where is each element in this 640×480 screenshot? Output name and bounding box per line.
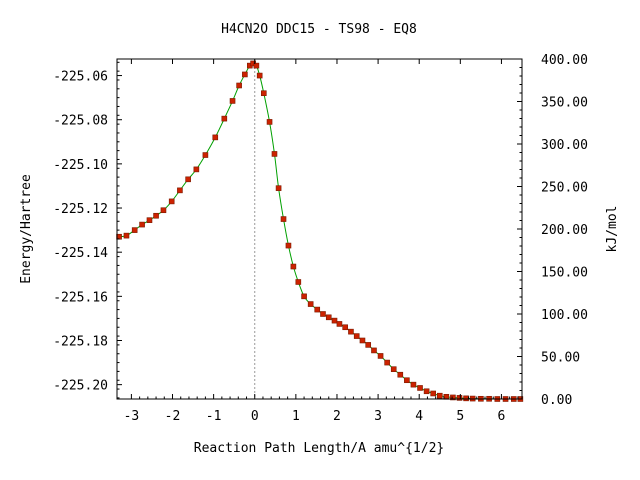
y-tick-label: -225.18 bbox=[53, 334, 108, 349]
data-point bbox=[307, 301, 314, 307]
data-point bbox=[314, 306, 321, 313]
data-point bbox=[353, 333, 360, 339]
data-point bbox=[202, 152, 209, 158]
y2-tick-label: 50.00 bbox=[541, 351, 580, 366]
chart-title: H4CN2O DDC15 - TS98 - EQ8 bbox=[221, 22, 417, 37]
data-point bbox=[290, 263, 297, 270]
data-point bbox=[236, 82, 242, 89]
data-point bbox=[260, 90, 267, 97]
data-point bbox=[390, 366, 397, 372]
plot-frame bbox=[116, 58, 523, 400]
data-point bbox=[397, 371, 404, 378]
y-tick-label: -225.06 bbox=[53, 70, 108, 85]
x-tick-label: 0 bbox=[251, 409, 259, 424]
y2-axis-label: kJ/mol bbox=[605, 206, 620, 253]
data-point bbox=[253, 62, 260, 69]
data-point bbox=[295, 279, 302, 285]
x-tick-label: 2 bbox=[333, 409, 341, 424]
x-tick-label: -2 bbox=[165, 409, 181, 424]
data-point bbox=[177, 187, 183, 194]
data-point bbox=[430, 390, 436, 397]
y-tick-label: -225.10 bbox=[53, 158, 108, 173]
series-line bbox=[118, 62, 521, 400]
data-point bbox=[256, 72, 263, 79]
y2-tick-label: 400.00 bbox=[541, 53, 588, 68]
y-tick-label: -225.14 bbox=[53, 246, 108, 261]
data-point bbox=[212, 134, 219, 141]
x-tick-label: -3 bbox=[124, 409, 140, 424]
data-point bbox=[348, 328, 354, 335]
data-point bbox=[193, 166, 200, 173]
data-point bbox=[336, 321, 343, 327]
series-layer bbox=[118, 62, 521, 400]
data-point bbox=[271, 151, 278, 157]
data-point bbox=[450, 394, 456, 401]
data-point bbox=[285, 242, 292, 249]
x-tick-label: 4 bbox=[415, 409, 423, 424]
data-point bbox=[266, 119, 273, 125]
y2-tick-label: 300.00 bbox=[541, 138, 588, 153]
x-tick-label: 1 bbox=[292, 409, 300, 424]
data-point bbox=[377, 353, 384, 359]
data-point bbox=[325, 314, 332, 321]
data-point bbox=[168, 198, 175, 205]
y2-axis-ticks: 400.00 350.00 300.00 250.00 200.00 150.00 100.… bbox=[517, 53, 588, 408]
x-axis-ticks: -3 -2 -1 0 1 2 3 4 5 6 bbox=[124, 59, 519, 424]
data-point bbox=[423, 388, 430, 395]
data-point bbox=[365, 342, 372, 348]
data-point bbox=[123, 232, 130, 239]
data-point bbox=[436, 392, 443, 399]
data-point bbox=[146, 217, 153, 223]
x-tick-label: 5 bbox=[456, 409, 464, 424]
y-axis-label: Energy/Hartree bbox=[19, 174, 34, 284]
y-tick-label: -225.12 bbox=[53, 202, 108, 217]
data-point bbox=[185, 176, 191, 183]
y-tick-label: -225.08 bbox=[53, 114, 108, 129]
x-tick-label: -1 bbox=[206, 409, 222, 424]
y-tick-label: -225.20 bbox=[53, 379, 108, 394]
data-point bbox=[359, 337, 366, 344]
marker-layer bbox=[116, 60, 524, 402]
data-point bbox=[456, 395, 463, 401]
y2-tick-label: 200.00 bbox=[541, 223, 588, 238]
x-axis-label: Reaction Path Length/A amu^{1/2} bbox=[194, 441, 444, 456]
data-point bbox=[301, 293, 307, 300]
data-point bbox=[160, 207, 167, 214]
y-axis-ticks: -225.06 -225.08 -225.10 -225.12 -225.14 -225.… bbox=[53, 61, 122, 399]
y2-tick-label: 350.00 bbox=[541, 96, 588, 111]
data-point bbox=[131, 227, 138, 233]
data-point bbox=[384, 359, 390, 366]
data-point bbox=[280, 216, 287, 222]
data-point bbox=[342, 324, 349, 331]
data-point bbox=[371, 347, 377, 354]
y2-tick-label: 0.00 bbox=[541, 393, 572, 408]
data-point bbox=[417, 385, 423, 391]
data-point bbox=[139, 221, 145, 228]
data-point bbox=[221, 115, 228, 122]
data-point bbox=[404, 377, 410, 384]
y2-tick-label: 100.00 bbox=[541, 308, 588, 323]
data-point bbox=[463, 395, 469, 402]
data-point bbox=[410, 381, 417, 388]
data-point bbox=[229, 98, 236, 104]
data-point bbox=[331, 317, 338, 324]
data-point bbox=[275, 185, 282, 191]
data-point bbox=[153, 212, 159, 219]
data-point bbox=[242, 71, 248, 78]
data-point bbox=[320, 311, 326, 317]
x-tick-label: 3 bbox=[374, 409, 382, 424]
y2-tick-label: 250.00 bbox=[541, 181, 588, 196]
x-tick-label: 6 bbox=[498, 409, 506, 424]
y2-tick-label: 150.00 bbox=[541, 266, 588, 281]
y-tick-label: -225.16 bbox=[53, 290, 108, 305]
